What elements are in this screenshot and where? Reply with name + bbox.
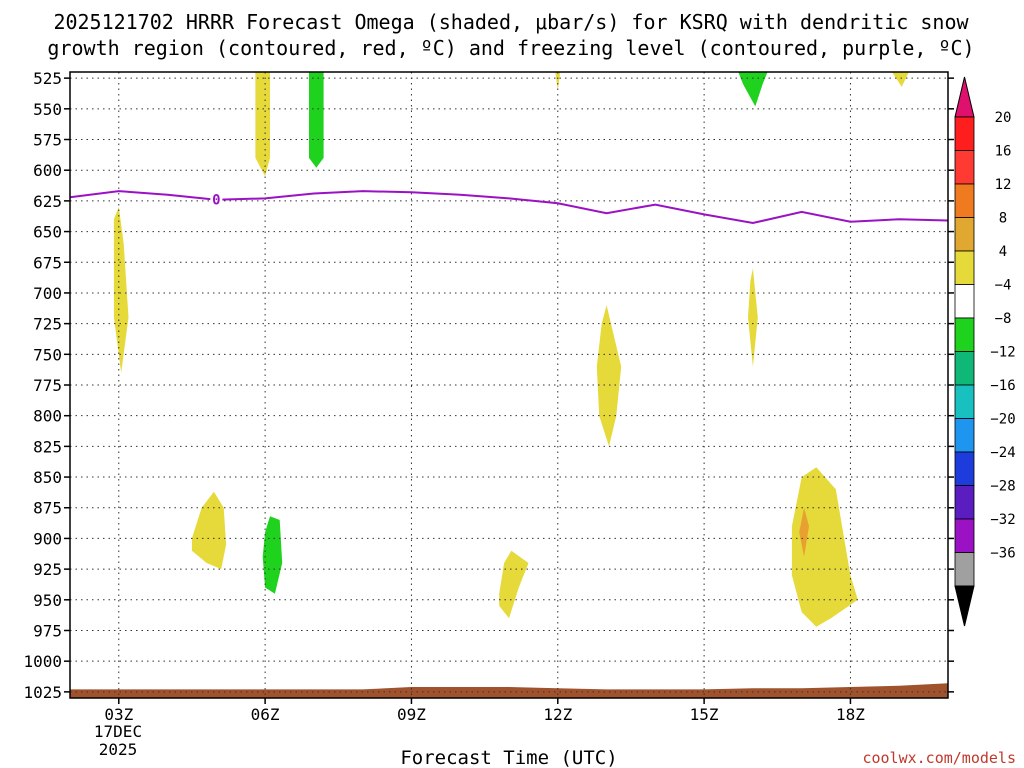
colorbar-segment-4 bbox=[954, 217, 975, 252]
colorbar-segment-1 bbox=[954, 116, 975, 151]
y-tick-label-900: 900 bbox=[33, 529, 62, 548]
y-tick-label-850: 850 bbox=[33, 468, 62, 487]
colorbar-label-10: −20 bbox=[990, 412, 1015, 428]
omega-region-5 bbox=[891, 72, 909, 87]
colorbar-segment-9 bbox=[954, 384, 975, 419]
y-tick-label-1025: 1025 bbox=[23, 683, 62, 702]
chart-title-line-2: growth region (contoured, red, ºC) and f… bbox=[47, 36, 974, 60]
colorbar-segment-11 bbox=[954, 451, 975, 486]
colorbar-label-2: 16 bbox=[995, 144, 1012, 160]
colorbar-label-12: −28 bbox=[990, 479, 1015, 495]
freezing-level-contour: 0 bbox=[69, 190, 949, 225]
colorbar-segment-2 bbox=[954, 150, 975, 185]
y-tick-label-600: 600 bbox=[33, 161, 62, 180]
x-tick-label-09Z: 09Z bbox=[397, 705, 426, 724]
omega-region-9 bbox=[191, 491, 227, 570]
colorbar-label-4: 8 bbox=[999, 211, 1007, 227]
x-tick-label-18Z: 18Z bbox=[836, 705, 865, 724]
y-tick-label-750: 750 bbox=[33, 345, 62, 364]
freezing-level-label-bg bbox=[210, 191, 223, 208]
omega-region-11 bbox=[499, 550, 529, 619]
y-tick-label-525: 525 bbox=[33, 69, 62, 88]
omega-region-4 bbox=[738, 72, 768, 107]
y-tick-label-575: 575 bbox=[33, 131, 62, 150]
colorbar-label-8: −12 bbox=[990, 345, 1015, 361]
y-tick-label-950: 950 bbox=[33, 591, 62, 610]
terrain-fill bbox=[70, 683, 948, 698]
colorbar-segment-7 bbox=[954, 317, 975, 352]
colorbar-label-13: −32 bbox=[990, 512, 1015, 528]
y-tick-label-875: 875 bbox=[33, 499, 62, 518]
x-tick-label-15Z: 15Z bbox=[690, 705, 719, 724]
date-label-year: 2025 bbox=[99, 740, 138, 759]
x-tick-label-12Z: 12Z bbox=[543, 705, 572, 724]
freezing-level-label: 0 bbox=[212, 193, 220, 209]
x-tick-label-06Z: 06Z bbox=[251, 705, 280, 724]
y-tick-label-1000: 1000 bbox=[23, 652, 62, 671]
colorbar-label-6: −4 bbox=[995, 278, 1012, 294]
colorbar-label-11: −24 bbox=[990, 445, 1015, 461]
omega-region-1 bbox=[255, 72, 270, 177]
omega-region-12 bbox=[791, 467, 858, 627]
colorbar-label-7: −8 bbox=[995, 311, 1012, 327]
colorbar-label-1: 20 bbox=[995, 110, 1012, 126]
y-tick-label-650: 650 bbox=[33, 223, 62, 242]
omega-region-8 bbox=[748, 268, 758, 367]
omega-region-6 bbox=[113, 207, 129, 373]
omega-region-13 bbox=[799, 507, 809, 557]
x-axis: 03Z 06Z 09Z 12Z 15Z 18Z bbox=[104, 698, 865, 724]
y-tick-label-975: 975 bbox=[33, 621, 62, 640]
colorbar-segment-13 bbox=[954, 518, 975, 553]
y-tick-label-800: 800 bbox=[33, 407, 62, 426]
y-axis: 525 550 575 600 625 650 675 700 725 750 775 800 825 8… bbox=[23, 69, 954, 702]
colorbar-segment-5 bbox=[954, 250, 975, 285]
colorbar-label-14: −36 bbox=[990, 546, 1015, 562]
credit-text: coolwx.com/models bbox=[862, 749, 1016, 767]
colorbar-label-5: 4 bbox=[999, 244, 1007, 260]
colorbar-segment-8 bbox=[954, 351, 975, 386]
colorbar-label-3: 12 bbox=[995, 177, 1012, 193]
x-axis-label: Forecast Time (UTC) bbox=[400, 747, 617, 768]
plot-area: 0 525 550 575 600 625 650 675 700 725 750 775 800 82… bbox=[23, 69, 954, 724]
terrain-surface bbox=[70, 683, 948, 698]
omega-region-7 bbox=[596, 305, 622, 447]
colorbar-segment-10 bbox=[954, 418, 975, 453]
omega-shading bbox=[113, 72, 909, 627]
omega-region-10 bbox=[262, 516, 283, 594]
colorbar-segment-14 bbox=[954, 552, 975, 587]
y-tick-label-775: 775 bbox=[33, 376, 62, 395]
y-tick-label-925: 925 bbox=[33, 560, 62, 579]
colorbar-label-9: −16 bbox=[990, 378, 1015, 394]
colorbar-segment-3 bbox=[954, 183, 975, 218]
y-tick-label-700: 700 bbox=[33, 284, 62, 303]
y-tick-label-725: 725 bbox=[33, 315, 62, 334]
y-tick-label-825: 825 bbox=[33, 437, 62, 456]
x-tick-label-03Z: 03Z bbox=[104, 705, 133, 724]
y-tick-label-625: 625 bbox=[33, 192, 62, 211]
y-tick-label-550: 550 bbox=[33, 100, 62, 119]
colorbar-top-arrow bbox=[954, 76, 975, 118]
colorbar-segment-6 bbox=[954, 284, 975, 319]
chart-title-line-1: 2025121702 HRRR Forecast Omega (shaded, … bbox=[53, 10, 969, 34]
date-label-day: 17DEC bbox=[94, 722, 142, 741]
omega-region-3 bbox=[555, 72, 561, 91]
colorbar-bottom-arrow bbox=[954, 585, 975, 627]
colorbar-segment-12 bbox=[954, 485, 975, 520]
grid-lines bbox=[70, 72, 948, 698]
omega-region-2 bbox=[309, 72, 324, 168]
colorbar: 20 16 12 8 4 −4 −8 −12 −16 −20 −24 −28 −32 −36 bbox=[954, 76, 1016, 627]
y-tick-label-675: 675 bbox=[33, 253, 62, 272]
